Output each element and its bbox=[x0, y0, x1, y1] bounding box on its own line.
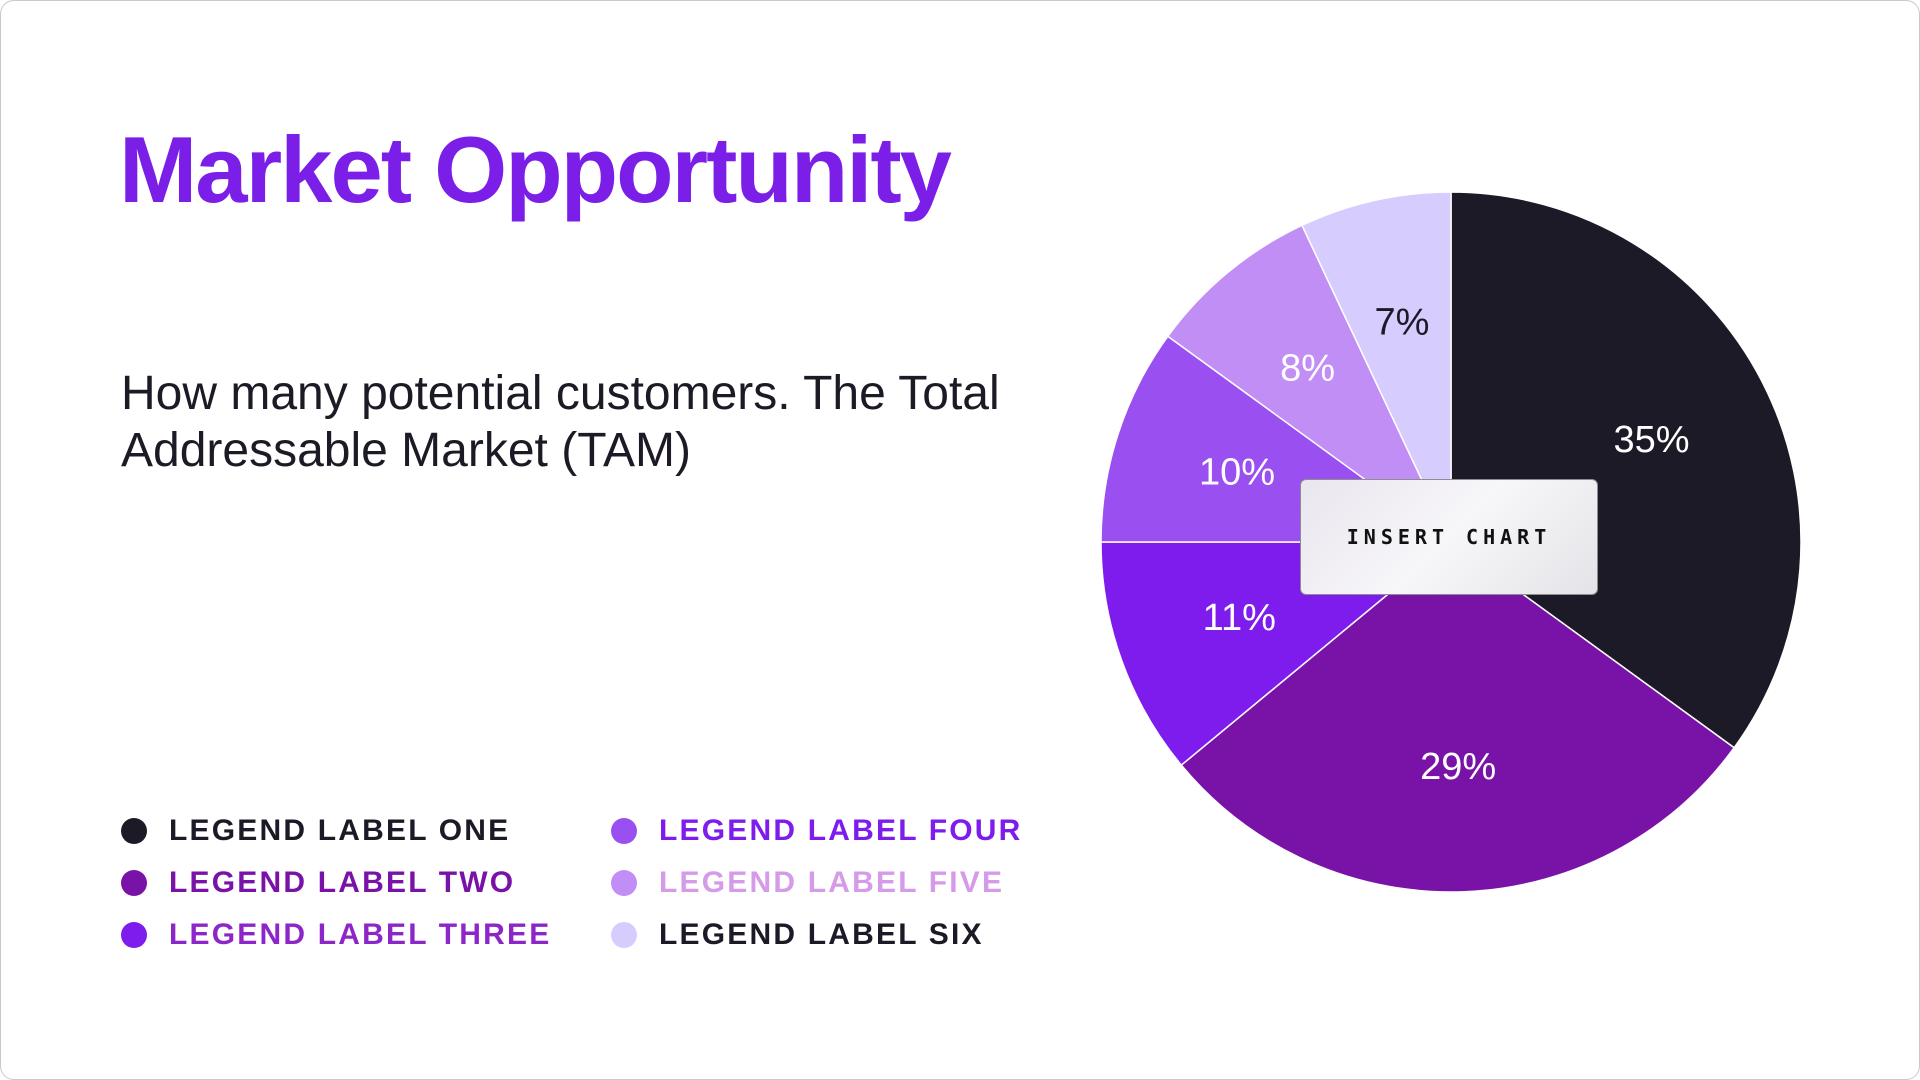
insert-chart-label: INSERT CHART bbox=[1346, 525, 1552, 549]
pie-slice-three bbox=[1100, 541, 1454, 767]
legend-label: LEGEND LABEL THREE bbox=[169, 918, 552, 951]
legend-label: LEGEND LABEL ONE bbox=[169, 814, 511, 847]
legend-label: LEGEND LABEL TWO bbox=[169, 866, 516, 899]
pie-slice-label-five: 8% bbox=[1280, 348, 1335, 390]
legend-dot bbox=[611, 870, 637, 896]
insert-chart-button[interactable]: INSERT CHART bbox=[1300, 479, 1598, 595]
legend-label: LEGEND LABEL SIX bbox=[659, 918, 984, 951]
legend-item-one: LEGEND LABEL ONE bbox=[121, 811, 510, 851]
legend-item-five: LEGEND LABEL FIVE bbox=[611, 863, 1004, 903]
chart-legend: LEGEND LABEL ONE LEGEND LABEL TWO LEGEND… bbox=[121, 811, 1041, 981]
slide-subtitle: How many potential customers. The Total … bbox=[121, 367, 1000, 477]
legend-dot bbox=[611, 922, 637, 948]
legend-item-six: LEGEND LABEL SIX bbox=[611, 915, 984, 955]
legend-dot bbox=[121, 922, 147, 948]
pie-slice-six bbox=[1300, 191, 1452, 543]
legend-item-two: LEGEND LABEL TWO bbox=[121, 863, 515, 903]
pie-slice-label-four: 10% bbox=[1199, 452, 1275, 494]
pie-slice-label-one: 35% bbox=[1613, 419, 1689, 461]
legend-item-four: LEGEND LABEL FOUR bbox=[611, 811, 1023, 851]
legend-dot bbox=[611, 818, 637, 844]
legend-item-three: LEGEND LABEL THREE bbox=[121, 915, 551, 955]
slide-title: Market Opportunity bbox=[119, 117, 952, 222]
legend-dot bbox=[121, 870, 147, 896]
legend-label: LEGEND LABEL FOUR bbox=[659, 814, 1023, 847]
pie-slice-label-two: 29% bbox=[1420, 746, 1496, 788]
pie-slice-one bbox=[1450, 191, 1802, 749]
pie-slice-label-three: 11% bbox=[1203, 597, 1276, 639]
legend-label: LEGEND LABEL FIVE bbox=[659, 866, 1005, 899]
pie-slice-five bbox=[1166, 224, 1452, 543]
pie-slice-two bbox=[1180, 541, 1736, 893]
pie-slice-label-six: 7% bbox=[1374, 301, 1429, 343]
legend-dot bbox=[121, 818, 147, 844]
